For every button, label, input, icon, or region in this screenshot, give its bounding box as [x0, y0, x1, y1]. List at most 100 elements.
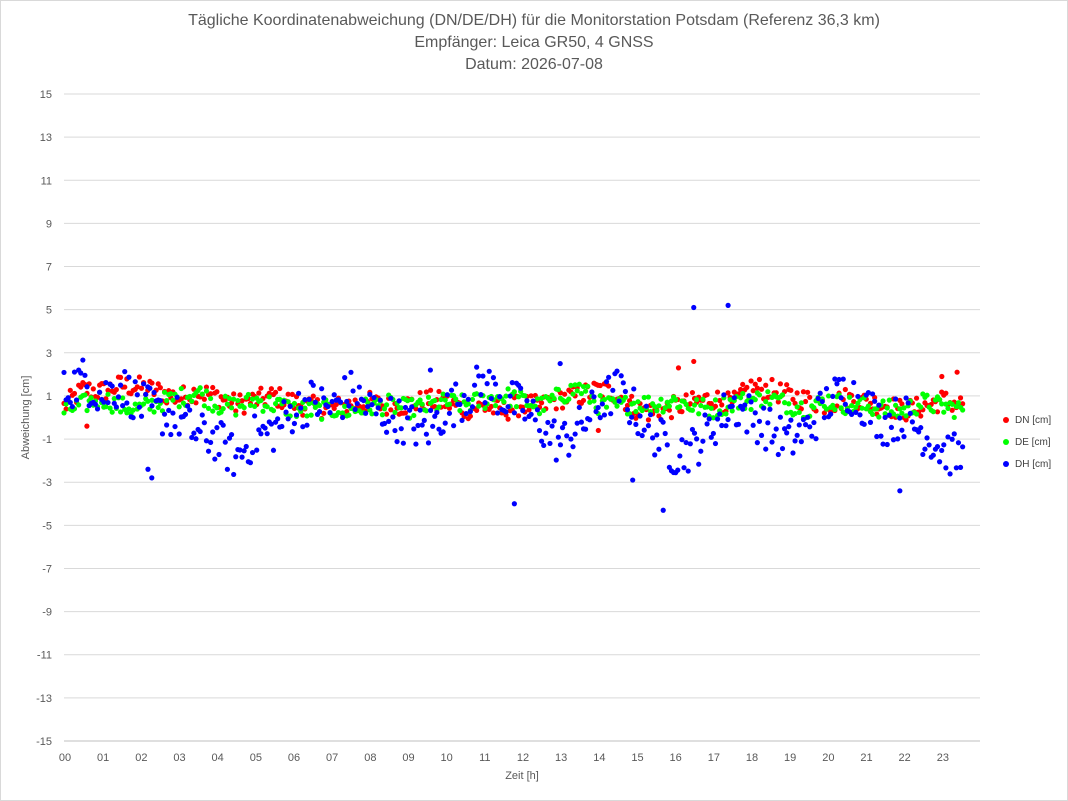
data-point: [631, 400, 637, 406]
data-point: [258, 397, 264, 404]
data-point-outlier: [897, 488, 903, 494]
data-point: [214, 405, 220, 411]
data-point: [187, 393, 193, 400]
data-point: [113, 404, 119, 410]
data-point-outlier: [557, 360, 563, 367]
data-point: [337, 399, 344, 405]
x-tick-label: 19: [784, 752, 796, 764]
data-point: [379, 412, 385, 418]
data-point: [438, 396, 444, 403]
data-point: [576, 404, 582, 411]
data-point: [788, 417, 794, 423]
data-point: [402, 404, 409, 411]
data-point: [352, 406, 358, 413]
data-point: [903, 395, 909, 401]
data-point: [907, 410, 913, 416]
data-point: [505, 404, 511, 410]
data-point: [505, 416, 511, 422]
data-point: [585, 383, 591, 389]
data-point: [794, 404, 800, 410]
data-point: [568, 436, 574, 442]
data-point: [140, 401, 147, 407]
data-point: [712, 397, 719, 403]
data-point: [549, 423, 555, 429]
data-point: [859, 405, 865, 411]
data-point: [582, 388, 589, 394]
data-point: [145, 398, 151, 404]
data-point: [312, 399, 318, 405]
data-point: [698, 402, 704, 409]
data-point: [712, 440, 719, 447]
data-point: [580, 397, 587, 404]
data-point: [138, 413, 145, 419]
data-point: [876, 402, 882, 408]
data-point: [61, 369, 67, 376]
data-point: [120, 395, 126, 401]
series-dh: [61, 357, 966, 478]
data-point: [76, 402, 82, 408]
data-point: [574, 420, 580, 426]
data-point: [777, 414, 783, 420]
data-point: [784, 382, 790, 388]
data-point: [591, 394, 597, 400]
data-point: [168, 391, 174, 397]
data-point: [685, 468, 691, 474]
data-point: [960, 407, 966, 413]
data-point: [645, 423, 652, 429]
data-point: [677, 453, 683, 459]
data-point: [675, 467, 681, 473]
data-point: [310, 393, 316, 399]
data-point: [756, 392, 763, 398]
data-point: [763, 399, 769, 405]
data-point: [212, 456, 218, 462]
data-point: [547, 398, 553, 404]
data-point: [572, 431, 578, 437]
data-point: [266, 394, 272, 400]
data-point: [258, 431, 264, 437]
data-point: [637, 413, 643, 419]
data-point: [957, 464, 964, 470]
data-point: [541, 442, 547, 449]
data-point: [396, 398, 402, 404]
x-tick-label: 20: [822, 752, 834, 764]
data-point: [559, 405, 566, 411]
data-point: [260, 408, 266, 414]
data-point: [270, 408, 277, 414]
data-point: [373, 411, 379, 417]
data-point: [869, 411, 876, 418]
data-point: [639, 432, 645, 439]
data-point: [784, 410, 790, 416]
data-point: [518, 385, 524, 391]
data-point: [635, 430, 641, 437]
data-point: [503, 393, 509, 399]
data-point: [247, 460, 254, 466]
data-point: [442, 397, 448, 403]
data-point: [482, 400, 488, 406]
data-point: [779, 445, 786, 452]
data-point: [790, 396, 796, 402]
data-point: [147, 385, 153, 391]
data-point: [461, 392, 467, 399]
data-point: [520, 407, 526, 414]
data-point: [423, 408, 429, 414]
data-point: [786, 424, 792, 430]
data-point: [691, 402, 698, 408]
data-point: [214, 389, 220, 395]
data-point: [591, 398, 597, 404]
data-point: [446, 410, 453, 416]
x-tick-label: 17: [708, 752, 720, 764]
data-point-outlier: [939, 373, 945, 380]
data-point: [329, 398, 335, 405]
data-point: [289, 429, 295, 435]
data-point: [304, 422, 310, 428]
data-point: [501, 399, 507, 405]
data-point: [249, 396, 256, 402]
data-point: [243, 443, 249, 450]
x-tick-label: 00: [59, 752, 71, 764]
data-point: [432, 413, 438, 419]
data-point: [694, 436, 700, 442]
data-point: [430, 423, 436, 429]
data-point: [97, 389, 103, 395]
data-point: [388, 395, 394, 401]
data-point: [526, 407, 532, 413]
